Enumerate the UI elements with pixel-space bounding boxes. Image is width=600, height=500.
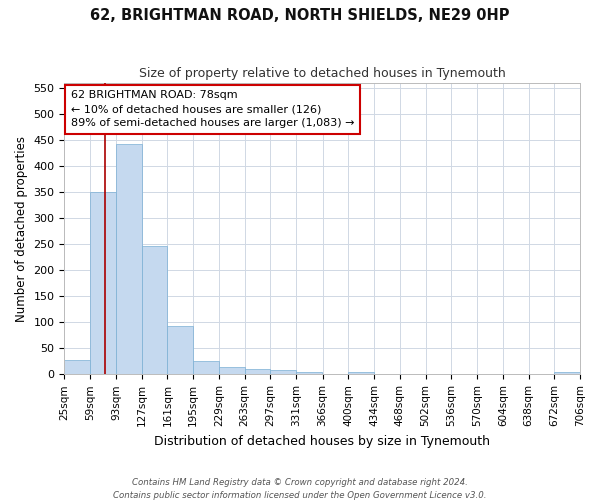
Bar — [349, 372, 374, 374]
Bar — [142, 246, 167, 374]
Bar — [167, 326, 193, 374]
Bar — [219, 367, 245, 374]
Text: Contains HM Land Registry data © Crown copyright and database right 2024.
Contai: Contains HM Land Registry data © Crown c… — [113, 478, 487, 500]
Text: 62 BRIGHTMAN ROAD: 78sqm
← 10% of detached houses are smaller (126)
89% of semi-: 62 BRIGHTMAN ROAD: 78sqm ← 10% of detach… — [71, 90, 354, 128]
Bar — [554, 372, 580, 374]
Bar — [193, 361, 219, 374]
Bar — [296, 372, 322, 374]
Text: 62, BRIGHTMAN ROAD, NORTH SHIELDS, NE29 0HP: 62, BRIGHTMAN ROAD, NORTH SHIELDS, NE29 … — [90, 8, 510, 22]
Bar — [64, 360, 90, 374]
Bar — [245, 368, 271, 374]
X-axis label: Distribution of detached houses by size in Tynemouth: Distribution of detached houses by size … — [154, 434, 490, 448]
Bar — [271, 370, 296, 374]
Bar — [116, 144, 142, 374]
Y-axis label: Number of detached properties: Number of detached properties — [15, 136, 28, 322]
Title: Size of property relative to detached houses in Tynemouth: Size of property relative to detached ho… — [139, 68, 506, 80]
Bar — [90, 192, 116, 374]
